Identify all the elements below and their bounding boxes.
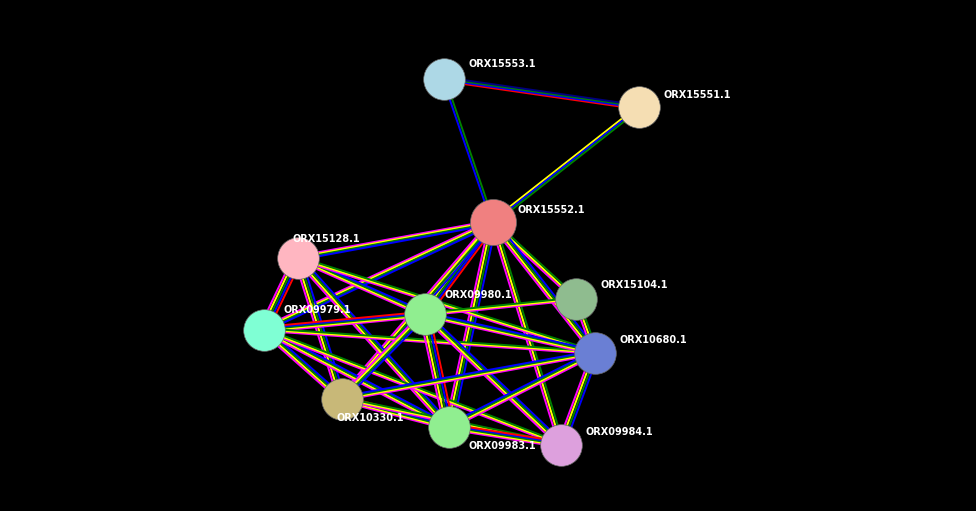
Text: ORX15553.1: ORX15553.1 [468, 59, 536, 69]
Point [553, 440, 569, 449]
Text: ORX10330.1: ORX10330.1 [337, 413, 404, 423]
Point [485, 218, 501, 226]
Point [588, 349, 603, 357]
Point [290, 254, 305, 262]
Text: ORX15128.1: ORX15128.1 [293, 234, 360, 244]
Point [631, 103, 647, 111]
Point [436, 75, 452, 83]
Text: ORX15104.1: ORX15104.1 [600, 280, 668, 290]
Point [568, 295, 584, 303]
Text: ORX15551.1: ORX15551.1 [664, 89, 731, 100]
Point [417, 310, 432, 318]
Text: ORX09979.1: ORX09979.1 [283, 305, 350, 315]
Point [441, 423, 457, 431]
Point [334, 394, 349, 403]
Text: ORX09984.1: ORX09984.1 [586, 427, 653, 437]
Text: ORX09983.1: ORX09983.1 [468, 441, 536, 451]
Point [256, 326, 271, 334]
Text: ORX15552.1: ORX15552.1 [517, 204, 585, 215]
Text: ORX10680.1: ORX10680.1 [620, 335, 687, 345]
Text: ORX09980.1: ORX09980.1 [444, 290, 511, 300]
